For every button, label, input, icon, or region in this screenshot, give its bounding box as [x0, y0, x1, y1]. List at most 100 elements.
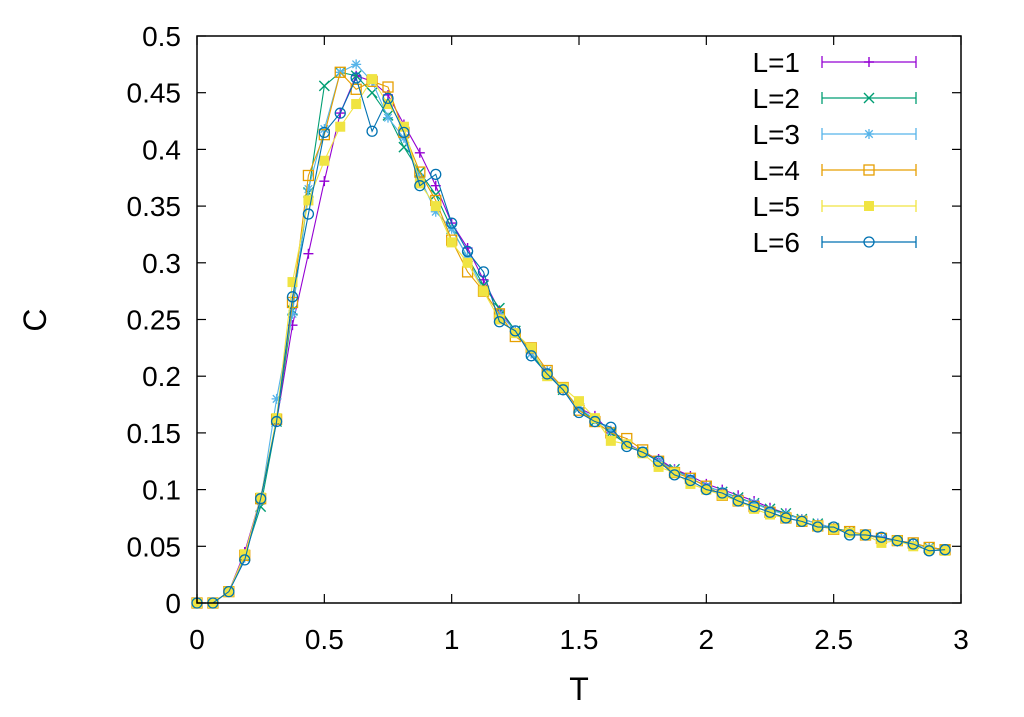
- legend: L=1 L=2 L=3 L=4 L=5 L=6: [753, 47, 917, 258]
- data-point: [414, 172, 425, 183]
- data-point: [525, 350, 537, 362]
- y-tick-label: 0.4: [142, 134, 181, 165]
- legend-label: L=5: [753, 191, 801, 222]
- legend-marker: [864, 129, 874, 139]
- data-point: [286, 291, 299, 303]
- data-point: [940, 545, 951, 556]
- data-point: [844, 527, 855, 538]
- y-tick-label: 0.1: [142, 475, 181, 506]
- series-line: [197, 71, 946, 604]
- data-point: [684, 474, 697, 487]
- data-point: [430, 206, 441, 217]
- legend-label: L=1: [753, 47, 801, 78]
- y-axis-label: C: [17, 308, 53, 331]
- data-point: [828, 524, 839, 535]
- data-point: [621, 439, 632, 450]
- legend-entry: L=1: [753, 47, 917, 78]
- data-point: [462, 257, 473, 268]
- data-point: [589, 415, 601, 428]
- data-point: [573, 406, 585, 419]
- y-tick-label: 0: [165, 588, 181, 619]
- data-point: [574, 396, 584, 407]
- data-point: [700, 483, 712, 496]
- data-point: [843, 529, 856, 541]
- data-point: [366, 125, 378, 137]
- x-axis-label: T: [569, 671, 589, 707]
- data-point: [923, 545, 935, 557]
- legend-marker: [864, 57, 874, 67]
- data-point: [558, 382, 569, 393]
- data-point: [414, 180, 426, 192]
- data-point: [908, 541, 919, 552]
- data-point: [637, 448, 648, 459]
- data-point: [414, 147, 425, 158]
- legend-marker: [863, 164, 875, 176]
- x-tick-label: 2: [699, 624, 715, 655]
- legend-label: L=4: [753, 155, 801, 186]
- y-tick-label: 0.05: [127, 531, 182, 562]
- legend-marker: [863, 236, 875, 248]
- data-point: [907, 538, 919, 550]
- data-point: [542, 371, 553, 382]
- data-point: [430, 189, 442, 201]
- data-point: [875, 531, 888, 543]
- data-point: [398, 133, 409, 144]
- data-point: [318, 126, 330, 139]
- data-point: [239, 554, 251, 566]
- series-layer: [191, 59, 951, 609]
- data-point: [383, 99, 393, 110]
- series-6: [191, 72, 951, 609]
- data-point: [891, 534, 903, 547]
- data-point: [748, 500, 760, 513]
- legend-marker: [863, 92, 875, 104]
- data-point: [924, 544, 935, 555]
- data-point: [526, 342, 537, 353]
- data-point: [287, 308, 298, 319]
- data-point: [382, 81, 394, 93]
- data-point: [382, 92, 394, 105]
- data-point: [270, 415, 283, 428]
- data-point: [493, 316, 506, 328]
- legend-marker: [864, 201, 874, 211]
- data-point: [446, 223, 457, 234]
- y-tick-label: 0.45: [127, 78, 182, 109]
- x-tick-label: 2.5: [814, 624, 853, 655]
- data-point: [319, 123, 330, 134]
- ticks-layer: 0 0.5 1 1.5 2 2.5 3 0 0.05 0.1 0.15 0.2 0.25 0.3 0.35 0…: [127, 21, 969, 655]
- data-point: [510, 328, 521, 339]
- data-point: [367, 74, 378, 85]
- data-point: [652, 455, 665, 467]
- data-point: [589, 413, 600, 424]
- data-point: [350, 70, 362, 82]
- legend-entry: L=3: [753, 119, 917, 150]
- legend-label: L=3: [753, 119, 801, 150]
- data-point: [876, 537, 887, 548]
- y-tick-label: 0.25: [127, 305, 182, 336]
- data-point: [255, 493, 267, 505]
- data-point: [668, 469, 681, 481]
- y-tick-label: 0.5: [142, 21, 181, 52]
- data-point: [749, 498, 760, 509]
- plot-frame: [196, 35, 962, 604]
- data-point: [239, 549, 250, 560]
- data-point: [637, 446, 649, 458]
- data-point: [303, 195, 314, 206]
- data-point: [605, 425, 616, 436]
- data-point: [414, 178, 425, 189]
- series-line: [197, 71, 946, 604]
- legend-label: L=2: [753, 83, 801, 114]
- data-point: [557, 384, 569, 396]
- data-point: [303, 184, 314, 195]
- data-point: [653, 461, 664, 472]
- data-point: [605, 435, 616, 446]
- data-point: [319, 176, 330, 187]
- data-point: [414, 166, 426, 178]
- data-point: [716, 487, 728, 499]
- data-point: [350, 72, 362, 84]
- y-tick-label: 0.2: [142, 361, 181, 392]
- data-point: [732, 495, 744, 507]
- data-point: [446, 217, 458, 229]
- data-point: [780, 512, 792, 524]
- data-point: [430, 201, 441, 212]
